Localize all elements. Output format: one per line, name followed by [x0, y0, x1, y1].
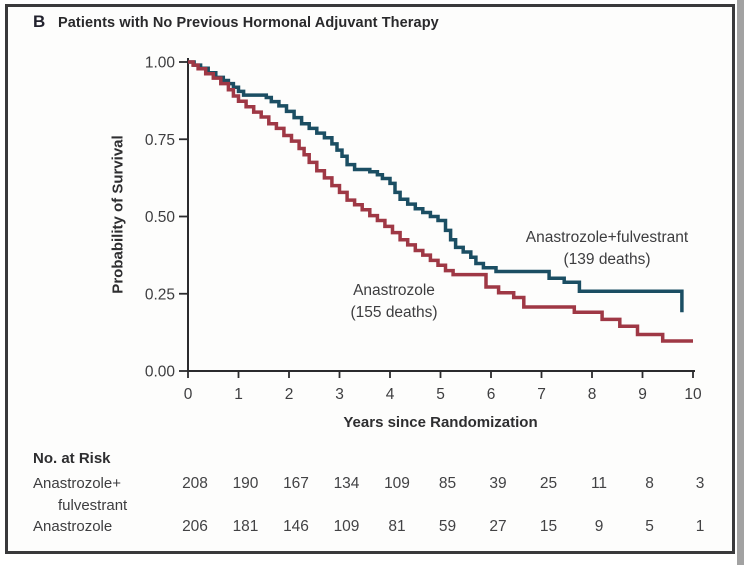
risk-value: 85 [438, 475, 457, 492]
risk-value: 3 [695, 475, 705, 492]
risk-value: 167 [283, 475, 309, 492]
risk-value: 208 [182, 475, 208, 492]
risk-value: 206 [182, 518, 208, 535]
risk-value: 59 [438, 518, 457, 535]
x-tick-label: 4 [386, 386, 395, 403]
annotation-series-name: Anastrozole [353, 282, 435, 299]
x-tick-label: 0 [184, 386, 193, 403]
y-tick-label: 0.25 [145, 286, 175, 303]
risk-value: 81 [388, 518, 406, 535]
y-tick-label: 0.00 [145, 364, 176, 381]
panel-letter: B [33, 12, 46, 31]
x-tick-label: 2 [285, 386, 294, 403]
y-tick-label: 0.50 [145, 209, 176, 226]
x-tick-label: 10 [684, 386, 702, 403]
panel-title: Patients with No Previous Hormonal Adjuv… [58, 15, 439, 31]
y-tick-label: 1.00 [145, 55, 176, 72]
risk-table-heading: No. at Risk [33, 450, 111, 467]
annotation-anastrozole-fulvestrant: Anastrozole+fulvestrant (139 deaths) [482, 227, 732, 271]
risk-row-label-combo-line2: fulvestrant [58, 497, 128, 514]
risk-value: 15 [539, 518, 558, 535]
annotation-deaths-count: (155 deaths) [350, 304, 438, 321]
x-axis-title: Years since Randomization [343, 414, 538, 431]
risk-row-label-anastrozole: Anastrozole [33, 518, 113, 535]
annotation-deaths-count: (139 deaths) [563, 251, 651, 268]
annotation-anastrozole: Anastrozole (155 deaths) [289, 280, 499, 324]
risk-value: 25 [539, 475, 558, 492]
risk-value: 27 [489, 518, 507, 535]
risk-value: 146 [283, 518, 309, 535]
risk-value: 11 [590, 475, 608, 492]
y-axis-title: Probability of Survival [109, 135, 127, 294]
figure-border-frame [5, 4, 735, 554]
risk-value: 39 [489, 475, 507, 492]
km-curve-anastrozole [188, 60, 693, 343]
y-tick-label: 0.75 [145, 132, 175, 149]
x-tick-label: 7 [537, 386, 546, 403]
risk-value: 190 [232, 475, 259, 492]
x-tick-label: 9 [638, 386, 647, 403]
km-curve-anastrozole-fulvestrant [188, 60, 684, 313]
survival-chart: 1.00 0.75 0.50 0.25 0.00 0 1 2 3 4 5 6 7 8 9 10 [145, 55, 702, 404]
risk-value: 109 [384, 475, 410, 492]
risk-value: 9 [594, 518, 604, 535]
risk-value: 5 [645, 518, 654, 535]
risk-value: 1 [695, 518, 705, 535]
risk-value: 181 [232, 518, 259, 535]
risk-value: 8 [645, 475, 654, 492]
annotation-series-name: Anastrozole+fulvestrant [525, 229, 689, 246]
x-tick-label: 5 [436, 386, 445, 403]
x-tick-label: 3 [335, 386, 344, 403]
risk-value: 134 [333, 475, 360, 492]
x-tick-label: 8 [588, 386, 597, 403]
risk-value: 109 [333, 518, 360, 535]
risk-row-label-combo-line1: Anastrozole+ [33, 475, 121, 492]
screenshot-right-edge [737, 0, 744, 565]
x-tick-label: 6 [487, 386, 496, 403]
x-tick-label: 1 [234, 386, 243, 403]
